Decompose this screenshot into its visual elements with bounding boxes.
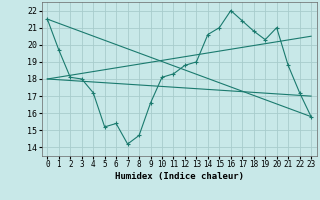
X-axis label: Humidex (Indice chaleur): Humidex (Indice chaleur) (115, 172, 244, 181)
